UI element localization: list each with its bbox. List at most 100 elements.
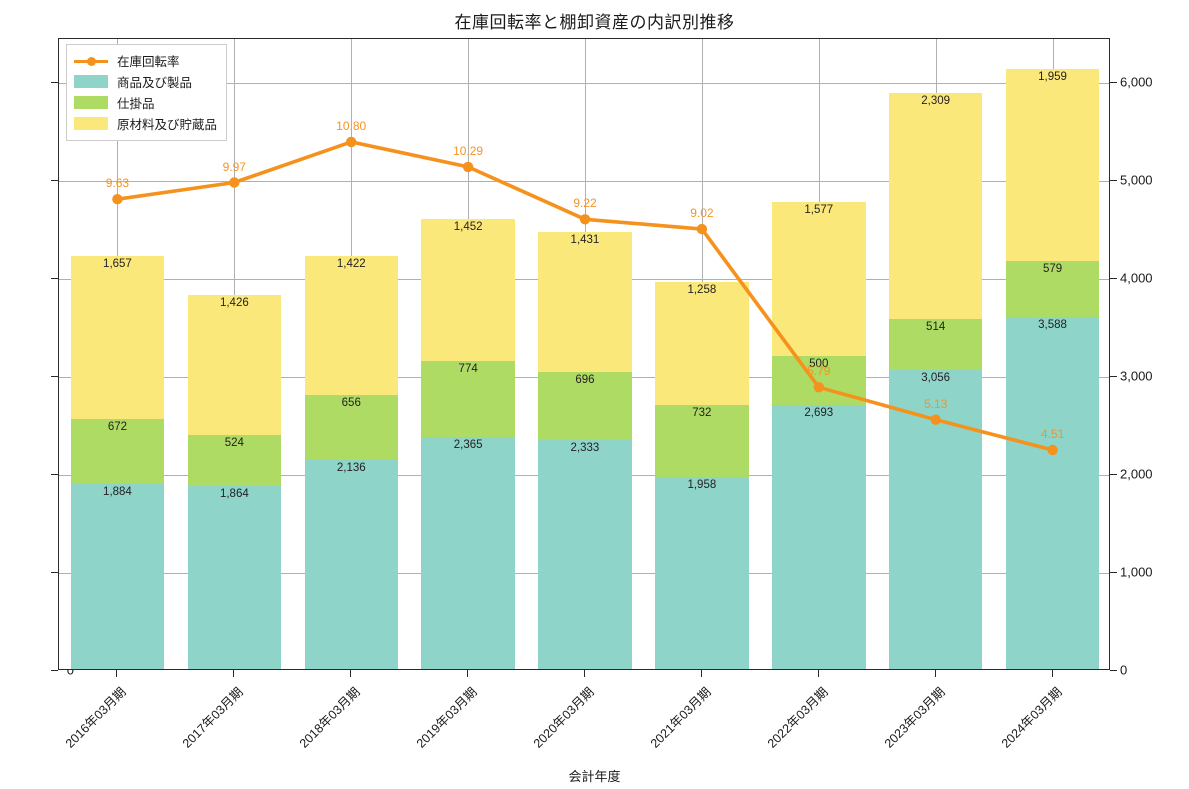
x-tick-label: 2016年03月期 [63,684,130,751]
line-point-value-label: 9.97 [222,159,246,174]
bar-segment[interactable]: 2,333 [538,440,632,669]
y-tick-label-secondary: 6,000 [1120,74,1153,90]
bar-segment-value-label: 1,452 [453,221,483,234]
bar-segment-value-label: 2,136 [336,461,366,474]
legend[interactable]: 在庫回転率商品及び製品仕掛品 原材料及び貯蔵品 [66,44,228,141]
y-tick-label-secondary: 1,000 [1120,564,1153,580]
line-data-point[interactable] [1047,444,1058,456]
bar-segment[interactable]: 1,884 [70,484,165,669]
x-tick-mark [934,670,936,677]
bar-segment-value-label: 524 [224,437,244,450]
legend-item[interactable]: 仕掛品 [74,92,217,113]
line-path [115,140,1055,452]
bar-segment[interactable]: 774 [421,361,515,438]
line-point-value-label: 4.51 [1040,427,1065,441]
bar-segment-value-label: 656 [341,397,361,410]
line-data-point[interactable] [462,161,474,173]
bar-segment[interactable]: 696 [538,372,632,441]
bar-segment[interactable]: 1,577 [772,201,866,357]
line-data-point[interactable] [112,194,123,205]
bar-segment[interactable]: 2,365 [421,437,515,669]
x-tick-mark [233,670,235,677]
y-tick-label-secondary: 4,000 [1120,270,1153,286]
bar-segment-value-label: 672 [107,420,128,433]
bar-segment[interactable]: 656 [304,395,398,460]
bar-segment-value-label: 1,959 [1038,70,1067,83]
bar-segment-value-label: 1,258 [687,284,717,297]
y-tick-label-primary: 0 [66,662,74,678]
bar-segment-value-label: 514 [926,321,946,334]
bar-segment-value-label: 1,657 [103,258,132,271]
line-point-value-label: 5.79 [807,364,831,379]
y-tick-mark-secondary [1110,474,1117,475]
x-tick-mark [467,670,469,677]
bar-segment[interactable]: 1,958 [655,477,749,669]
bar-segment[interactable]: 672 [70,418,165,485]
bar-segment-value-label: 1,958 [687,479,717,492]
plot-area: 1,884 672 1,657 1,864 524 1,426 2,136 656 1,422 2… [58,38,1110,670]
bar-segment[interactable]: 1,426 [187,295,282,436]
line-data-point[interactable] [930,414,941,425]
bar-segment-value-label: 1,431 [570,233,600,246]
legend-item[interactable]: 商品及び製品 [74,71,217,92]
y-tick-mark-primary [51,670,58,671]
line-data-point[interactable] [229,177,240,188]
bar-segment-value-label: 774 [458,363,478,376]
bar-segment[interactable]: 1,431 [538,231,632,373]
x-tick-mark [1051,670,1053,677]
x-axis-label: 会計年度 [568,769,621,784]
bar-segment[interactable]: 579 [1005,260,1100,318]
legend-color-swatch-icon [74,96,108,109]
bar-segment-value-label: 1,422 [336,258,366,271]
bar-segment[interactable]: 2,309 [888,92,983,320]
y-tick-mark-primary [51,572,58,573]
y-tick-mark-secondary [1110,670,1117,671]
legend-color-swatch-icon [74,117,108,130]
line-data-point[interactable] [696,223,708,235]
line-data-point[interactable] [813,382,824,393]
legend-line-dot [87,56,96,66]
y-tick-mark-primary [51,180,58,182]
line-point-value-label: 10.29 [453,143,484,158]
legend-line-marker-icon [74,54,108,68]
bar-segment[interactable]: 2,136 [304,459,398,669]
line-point-value-label: 5.13 [924,396,948,411]
legend-item[interactable]: 原材料及び貯蔵品 [74,113,217,134]
line-data-point[interactable] [579,214,591,225]
bar-segment-value-label: 1,884 [103,486,132,499]
bar-segment[interactable]: 2,693 [772,405,866,669]
x-tick-label: 2023年03月期 [881,684,948,751]
bar-segment[interactable]: 1,258 [655,282,749,406]
x-tick-label: 2017年03月期 [180,684,247,751]
line-point-value-label: 10.80 [336,118,367,133]
bar-segment-value-label: 500 [809,358,829,371]
bar-segment[interactable]: 1,864 [187,486,282,669]
y-tick-mark-secondary [1110,278,1117,280]
y-tick-mark-primary [51,376,58,377]
y-tick-mark-primary [51,278,58,280]
bar-segment-value-label: 696 [575,374,595,387]
x-tick-mark [700,670,702,677]
bar-segment[interactable]: 524 [187,435,282,487]
bar-segment[interactable]: 1,959 [1005,68,1100,261]
bar-segment[interactable]: 1,657 [70,256,165,419]
bar-segment-value-label: 2,365 [453,439,483,452]
bar-segment[interactable]: 1,452 [421,219,515,362]
x-tick-mark [350,670,352,677]
bar-segment[interactable]: 514 [888,319,983,370]
y-tick-mark-primary [51,474,58,475]
bar-segment-value-label: 579 [1042,262,1063,275]
legend-item[interactable]: 在庫回転率 [74,50,217,71]
bar-segment[interactable]: 3,588 [1005,317,1100,669]
x-tick-mark [116,670,118,677]
bar-segment-value-label: 1,864 [219,488,249,501]
line-data-point[interactable] [346,136,357,148]
y-tick-label-secondary: 5,000 [1120,172,1153,188]
bar-segment[interactable]: 732 [655,405,749,478]
y-tick-mark-secondary [1110,82,1117,84]
x-tick-label: 2022年03月期 [764,684,831,751]
bar-segment[interactable]: 1,422 [304,256,398,396]
legend-item-label: 商品及び製品 [117,76,193,90]
y-tick-mark-secondary [1110,180,1117,182]
